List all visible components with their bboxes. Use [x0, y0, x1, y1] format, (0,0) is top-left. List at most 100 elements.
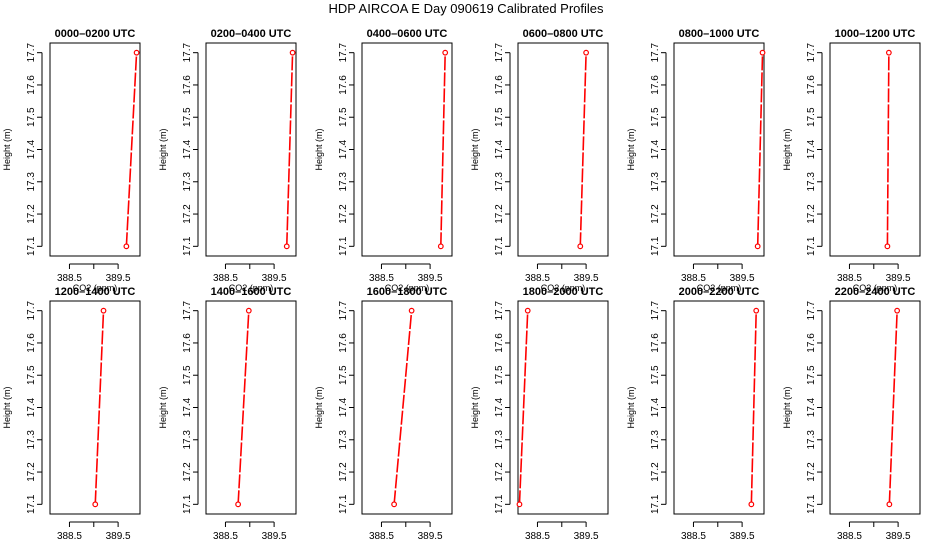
x-tick-label: 388.5 [213, 531, 238, 540]
y-tick-label: 17.4 [806, 139, 817, 159]
y-tick-label: 17.5 [182, 107, 193, 127]
y-axis-label: Height (m) [158, 386, 168, 428]
profile-line [285, 52, 294, 247]
profile-panel: 2000–2200 UTC 388.5 389.5 CO2 (ppm) 17.1 17.2… [626, 286, 765, 540]
x-tick-label: 388.5 [213, 273, 238, 284]
y-tick-label: 17.7 [806, 301, 817, 321]
y-tick-label: 17.3 [806, 430, 817, 450]
y-tick-label: 17.6 [650, 333, 661, 353]
y-tick-label: 17.7 [650, 43, 661, 63]
y-tick-label: 17.4 [338, 139, 349, 159]
y-tick-label: 17.5 [650, 365, 661, 385]
y-tick-label: 17.6 [338, 333, 349, 353]
plot-frame [205, 42, 297, 257]
y-tick-label: 17.7 [26, 301, 37, 321]
plot-frame [517, 42, 609, 257]
y-tick-label: 17.2 [650, 462, 661, 482]
figure-title: HDP AIRCOA E Day 090619 Calibrated Profi… [328, 1, 604, 16]
profile-panel: 1400–1600 UTC 388.5 389.5 CO2 (ppm) 17.1 17.2… [158, 286, 297, 540]
data-point [245, 307, 252, 314]
y-axis-label: Height (m) [470, 386, 480, 428]
y-tick-label: 17.1 [494, 236, 505, 256]
y-tick-label: 17.4 [182, 397, 193, 417]
y-tick-label: 17.5 [26, 107, 37, 127]
profile-line [579, 52, 587, 247]
y-tick-label: 17.3 [338, 172, 349, 192]
plot-frame [673, 300, 765, 515]
y-tick-label: 17.6 [26, 333, 37, 353]
y-axis-label: Height (m) [2, 386, 12, 428]
panel-title: 2200–2400 UTC [835, 286, 916, 298]
x-axis-label: CO2 (ppm) [385, 283, 430, 293]
plot-frame [517, 300, 609, 515]
y-axis-label: Height (m) [626, 386, 636, 428]
x-tick-label: 389.5 [106, 273, 131, 284]
data-point [577, 243, 584, 250]
y-tick-label: 17.6 [494, 333, 505, 353]
data-point [408, 307, 415, 314]
x-tick-label: 389.5 [262, 531, 287, 540]
panel-title: 0200–0400 UTC [211, 28, 292, 40]
x-tick-label: 388.5 [525, 273, 550, 284]
y-tick-label: 17.1 [494, 494, 505, 514]
y-tick-label: 17.5 [806, 365, 817, 385]
x-tick-label: 389.5 [262, 273, 287, 284]
y-tick-label: 17.3 [338, 430, 349, 450]
data-point [391, 501, 398, 508]
profile-panel: 1600–1800 UTC 388.5 389.5 CO2 (ppm) 17.1 17.2… [314, 286, 453, 540]
y-tick-label: 17.6 [806, 75, 817, 95]
y-tick-label: 17.3 [26, 430, 37, 450]
x-axis-label: CO2 (ppm) [541, 283, 586, 293]
y-tick-label: 17.1 [650, 494, 661, 514]
x-tick-label: 389.5 [418, 273, 443, 284]
x-tick-label: 389.5 [886, 531, 911, 540]
y-tick-label: 17.5 [494, 107, 505, 127]
y-tick-label: 17.6 [26, 75, 37, 95]
y-tick-label: 17.7 [26, 43, 37, 63]
y-tick-label: 17.7 [182, 301, 193, 321]
data-point [753, 307, 760, 314]
y-tick-label: 17.4 [494, 397, 505, 417]
y-tick-label: 17.2 [806, 204, 817, 224]
data-point [754, 243, 761, 250]
panel-title: 0800–1000 UTC [679, 28, 760, 40]
y-tick-label: 17.2 [26, 462, 37, 482]
plot-frame [361, 300, 453, 515]
y-axis-label: Height (m) [626, 128, 636, 170]
y-tick-label: 17.3 [182, 172, 193, 192]
data-point [123, 243, 130, 250]
data-point [283, 243, 290, 250]
y-tick-label: 17.2 [494, 204, 505, 224]
y-tick-label: 17.5 [494, 365, 505, 385]
y-tick-label: 17.4 [650, 397, 661, 417]
profile-line [94, 310, 105, 505]
y-tick-label: 17.2 [338, 204, 349, 224]
y-tick-label: 17.4 [650, 139, 661, 159]
profile-line [886, 52, 890, 247]
y-tick-label: 17.4 [26, 397, 37, 417]
y-tick-label: 17.1 [26, 236, 37, 256]
plot-frame [829, 300, 921, 515]
data-point [92, 501, 99, 508]
data-point [894, 307, 901, 314]
panel-title: 1600–1800 UTC [367, 286, 448, 298]
y-tick-label: 17.2 [338, 462, 349, 482]
y-tick-label: 17.6 [182, 75, 193, 95]
y-tick-label: 17.7 [494, 43, 505, 63]
y-tick-label: 17.7 [338, 301, 349, 321]
y-tick-label: 17.5 [338, 365, 349, 385]
y-tick-label: 17.4 [806, 397, 817, 417]
x-tick-label: 389.5 [730, 273, 755, 284]
y-tick-label: 17.1 [338, 494, 349, 514]
profile-panel: 1800–2000 UTC 388.5 389.5 CO2 (ppm) 17.1 17.2… [470, 286, 609, 540]
y-tick-label: 17.2 [494, 462, 505, 482]
profile-line [518, 310, 529, 505]
x-tick-label: 388.5 [837, 531, 862, 540]
x-tick-label: 389.5 [886, 273, 911, 284]
x-tick-label: 388.5 [681, 273, 706, 284]
y-tick-label: 17.2 [806, 462, 817, 482]
y-tick-label: 17.4 [494, 139, 505, 159]
